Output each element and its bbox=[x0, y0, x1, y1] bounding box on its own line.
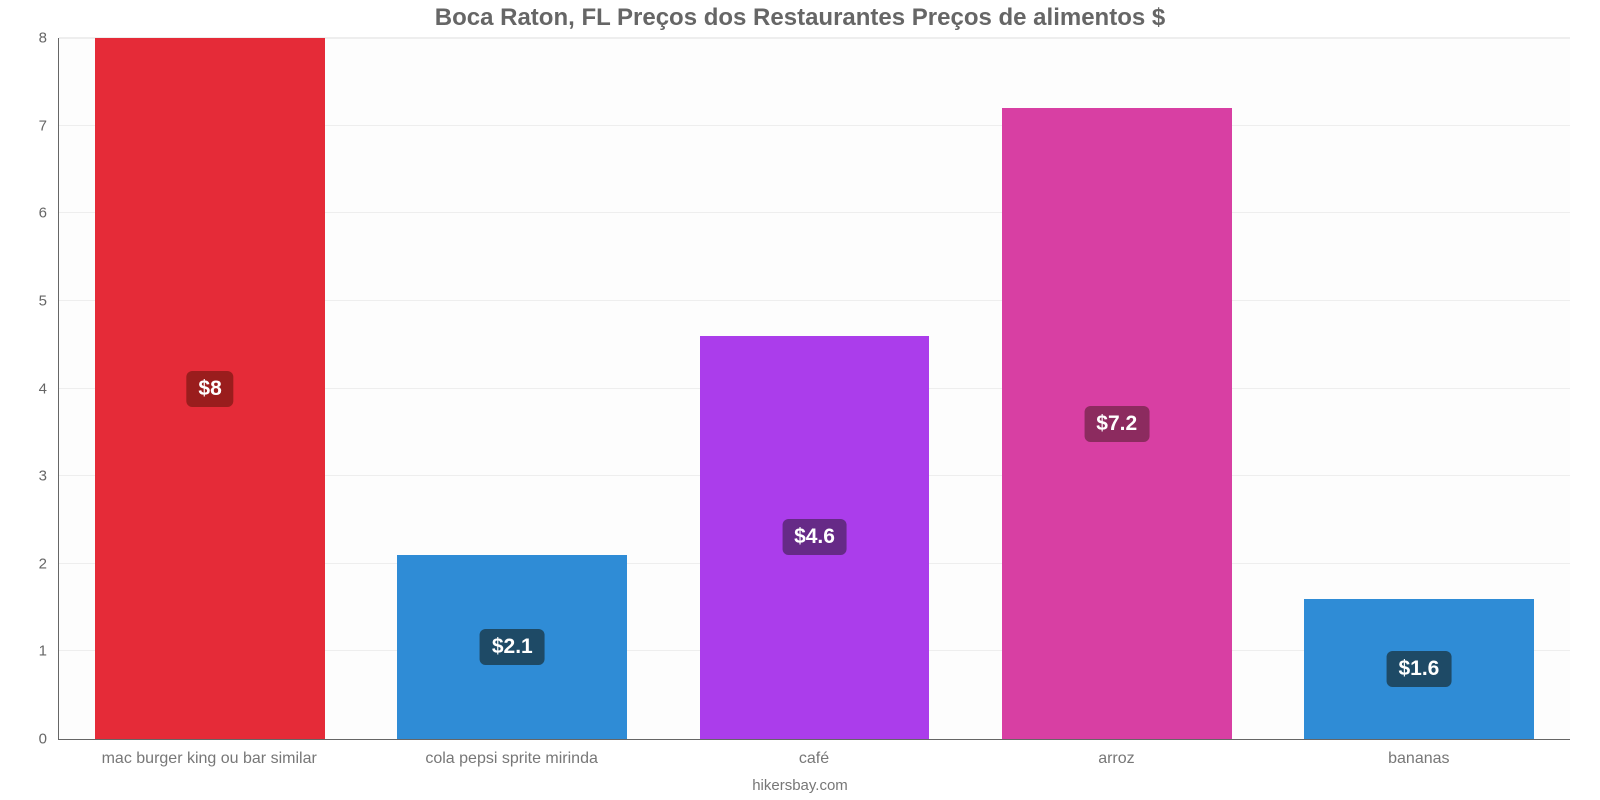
ytick-label: 6 bbox=[39, 205, 59, 222]
bar-slot: $2.1 bbox=[361, 38, 663, 739]
bar: $7.2 bbox=[1002, 108, 1232, 739]
bar-slot: $1.6 bbox=[1268, 38, 1570, 739]
chart-title: Boca Raton, FL Preços dos Restaurantes P… bbox=[0, 0, 1600, 32]
x-axis-label: cola pepsi sprite mirinda bbox=[360, 750, 662, 768]
x-axis-label: café bbox=[663, 750, 965, 768]
bar-slot: $4.6 bbox=[663, 38, 965, 739]
ytick-label: 8 bbox=[39, 30, 59, 47]
price-bar-chart: Boca Raton, FL Preços dos Restaurantes P… bbox=[0, 0, 1600, 800]
attribution-text: hikersbay.com bbox=[0, 777, 1600, 794]
bars-container: $8 $2.1 $4.6 $7.2 $1.6 bbox=[59, 38, 1570, 739]
plot-area: 012345678 $8$2.1$4.6$7.2$1.6 bbox=[58, 38, 1570, 740]
value-badge: $7.2 bbox=[1084, 406, 1149, 442]
ytick-label: 3 bbox=[39, 468, 59, 485]
bar-slot: $7.2 bbox=[966, 38, 1268, 739]
bar: $8 bbox=[95, 38, 325, 739]
value-badge: $1.6 bbox=[1386, 651, 1451, 687]
bar: $4.6 bbox=[700, 336, 930, 739]
x-axis-label: arroz bbox=[965, 750, 1267, 768]
ytick-label: 5 bbox=[39, 292, 59, 309]
x-axis-label: bananas bbox=[1268, 750, 1570, 768]
ytick-label: 7 bbox=[39, 117, 59, 134]
bar: $1.6 bbox=[1304, 599, 1534, 739]
value-badge: $8 bbox=[186, 371, 233, 407]
bar: $2.1 bbox=[397, 555, 627, 739]
ytick-label: 0 bbox=[39, 731, 59, 748]
value-badge: $2.1 bbox=[480, 629, 545, 665]
x-axis-labels: mac burger king ou bar similarcola pepsi… bbox=[58, 750, 1570, 768]
ytick-label: 4 bbox=[39, 380, 59, 397]
value-badge: $4.6 bbox=[782, 519, 847, 555]
bar-slot: $8 bbox=[59, 38, 361, 739]
x-axis-label: mac burger king ou bar similar bbox=[58, 750, 360, 768]
ytick-label: 2 bbox=[39, 555, 59, 572]
ytick-label: 1 bbox=[39, 643, 59, 660]
